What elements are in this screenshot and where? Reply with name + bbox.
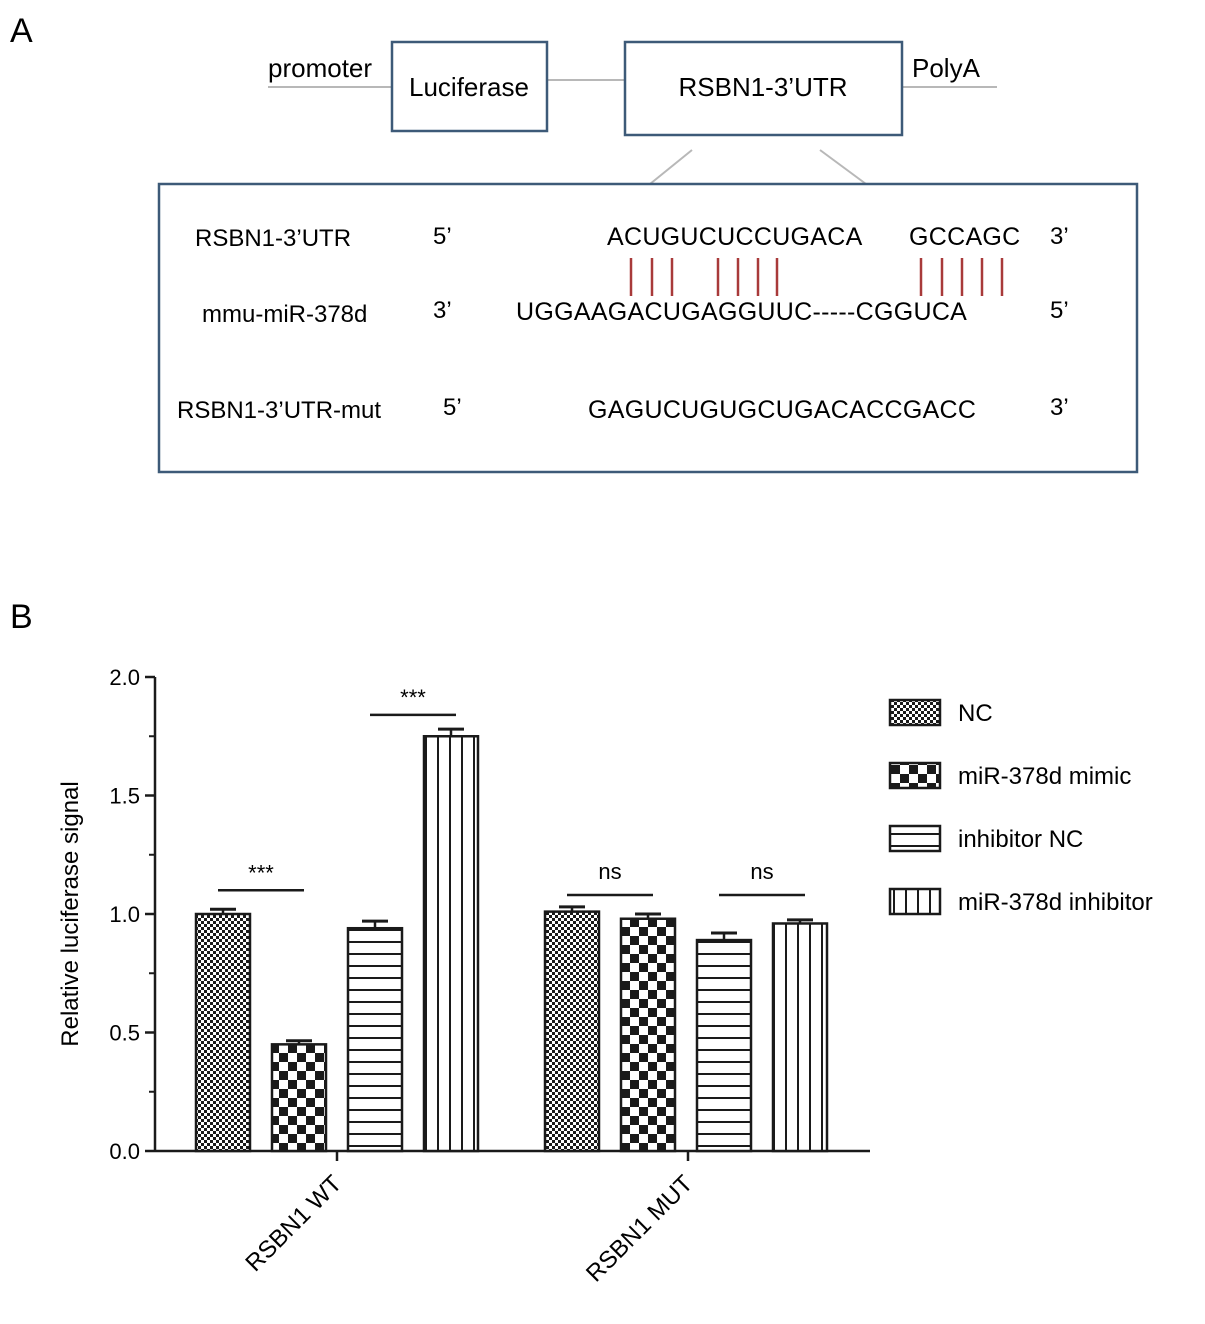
significance-label: *** — [400, 685, 426, 710]
polya-label: PolyA — [912, 53, 981, 83]
mut-row-end-left: 5’ — [443, 394, 462, 421]
legend-swatch — [888, 761, 942, 790]
bar-nc-1 — [543, 910, 601, 1153]
bar-mir-378d-inhibitor-0 — [422, 735, 480, 1153]
mut-row-name: RSBN1-3’UTR-mut — [177, 397, 381, 424]
y-axis-label: Relative luciferase signal — [57, 781, 84, 1046]
y-tick-label: 0.5 — [109, 1021, 140, 1046]
zoom-line-left — [649, 149, 693, 185]
mirna-row-seq: UGGAAGACUGAGGUUC-----CGGUCA — [516, 298, 967, 326]
legend-swatch — [888, 887, 942, 916]
bar-inhibitor-nc-1 — [695, 938, 753, 1153]
mirna-row-end-left: 3’ — [433, 297, 452, 324]
base-pairing-lines — [629, 258, 1004, 296]
legend-swatch — [888, 698, 942, 727]
y-tick-label: 1.5 — [109, 784, 140, 809]
mut-row-end-right: 3’ — [1050, 394, 1069, 421]
bar-mir-378d-mimic-0 — [270, 1043, 328, 1153]
luciferase-label: Luciferase — [409, 72, 529, 102]
legend-swatch — [888, 824, 942, 853]
y-tick-label: 1.0 — [109, 902, 140, 927]
panel-b-letter: B — [10, 598, 33, 636]
bar-mir-378d-inhibitor-1 — [771, 922, 829, 1153]
x-category-label: RSBN1 WT — [240, 1170, 347, 1277]
bar-mir-378d-mimic-1 — [619, 917, 677, 1153]
utr-box — [623, 40, 904, 137]
promoter-label: promoter — [268, 53, 372, 83]
bar-inhibitor-nc-0 — [346, 926, 404, 1153]
mut-row-seq: GAGUCUGUGCUGACACCGACC — [588, 396, 976, 424]
bar-chart: 0.0 0.5 1.0 1.5 2.0 Relative luciferase signa… — [57, 665, 870, 1287]
utr-row-end-right: 3’ — [1050, 223, 1069, 250]
utr-box-label: RSBN1-3’UTR — [678, 72, 847, 102]
y-tick-label: 0.0 — [109, 1139, 140, 1164]
legend-label: miR-378d inhibitor — [958, 889, 1153, 916]
x-category-label: RSBN1 MUT — [581, 1170, 698, 1287]
panel-a-letter: A — [10, 12, 33, 50]
bar-nc-0 — [194, 912, 252, 1153]
chart-legend: NC miR-378d mimic inhibitor NC miR-378d inh… — [888, 698, 1153, 916]
utr-row-seq-part1: ACUGUCUCCUGACA — [607, 223, 863, 251]
significance-label: *** — [248, 860, 274, 885]
legend-label: NC — [958, 700, 993, 727]
utr-row-end-left: 5’ — [433, 223, 452, 250]
significance-label: ns — [750, 859, 773, 884]
utr-row-seq-part2: GCCAGC — [909, 223, 1021, 251]
mirna-row-end-right: 5’ — [1050, 297, 1069, 324]
luciferase-box — [390, 40, 549, 133]
panel-b: B 0.0 0.5 1.0 1.5 2.0 Relative luciferase sig… — [10, 598, 1153, 1287]
significance-label: ns — [598, 859, 621, 884]
mirna-row-name: mmu-miR-378d — [202, 301, 367, 328]
zoom-line-right — [819, 149, 867, 185]
sequence-detail-box — [157, 182, 1139, 474]
panel-a: A promoter Luciferase RSBN1-3’UTR PolyA … — [10, 12, 1139, 474]
legend-label: miR-378d mimic — [958, 763, 1131, 790]
legend-label: inhibitor NC — [958, 826, 1083, 853]
utr-row-name: RSBN1-3’UTR — [195, 225, 351, 252]
y-tick-label: 2.0 — [109, 665, 140, 690]
